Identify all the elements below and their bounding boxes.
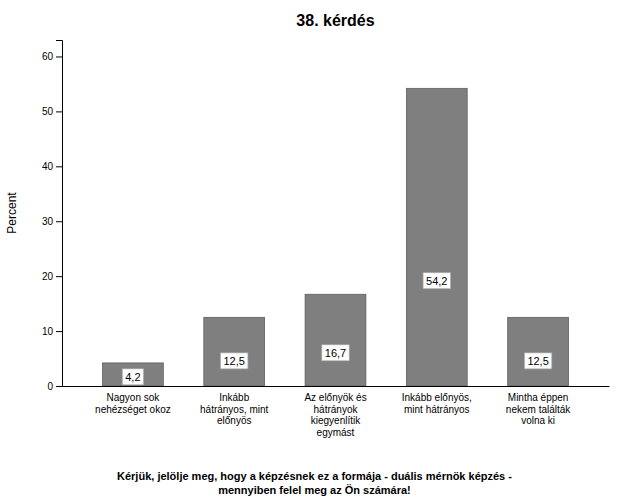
data-label: 4,2 [125,371,140,383]
y-tick-label: 20 [42,271,54,282]
data-label-group: 16,7 [322,345,349,361]
y-tick-label: 10 [42,326,54,337]
data-label-group: 4,2 [122,369,143,385]
data-label: 16,7 [325,347,346,359]
x-tick-label: Inkábbhátrányos, mintelőnyös [200,392,269,426]
y-tick-mark [56,56,62,57]
data-label-box [322,345,349,361]
y-tick: 10 [42,326,62,337]
data-label: 12,5 [527,355,548,367]
bars [103,88,569,386]
data-label-box [524,353,551,369]
y-tick: 60 [42,51,62,62]
y-tick-mark [56,221,62,222]
y-axis: 0 10 20 30 40 50 60 [42,41,63,392]
x-tick-label: Inkább előnyös,mint hátrányos [402,392,472,415]
bar [103,363,164,386]
data-label-group: 12,5 [220,353,247,369]
data-label: 54,2 [426,275,447,287]
bar [204,317,265,386]
y-tick-label: 50 [42,106,54,117]
y-tick: 40 [42,161,62,172]
y-tick-label: 30 [42,216,54,227]
bar [305,294,366,386]
y-tick-label: 0 [47,381,53,392]
x-tick: Inkább előnyös,mint hátrányos [402,392,472,415]
data-labels: 4,2 12,5 16,7 54,2 12,5 [122,273,552,385]
y-tick-label: 40 [42,161,54,172]
plot: 0 10 20 30 40 50 60 Nagyon soknehézséget okoz In… [42,41,610,438]
chart: 0 10 20 30 40 50 60 Nagyon soknehézséget okoz In… [0,0,629,504]
bar [508,317,569,386]
data-label-box [423,273,450,289]
x-tick-label: Mintha éppennekem találtákvolna ki [506,392,571,426]
y-tick-mark [56,111,62,112]
x-axis: Nagyon soknehézséget okoz Inkábbhátrányos… [63,387,610,438]
data-label-group: 54,2 [423,273,450,289]
y-tick-mark [56,276,62,277]
x-tick: Mintha éppennekem találtákvolna ki [506,392,571,426]
bar [406,88,467,386]
y-tick-mark [56,166,62,167]
y-tick: 0 [47,381,62,392]
x-tick-label: Az előnyök éshátrányokkiegyenlítikegymás… [304,392,366,438]
x-tick-label: Nagyon soknehézséget okoz [95,392,171,415]
y-tick-mark [56,386,62,387]
data-label-group: 12,5 [524,353,551,369]
y-tick: 20 [42,271,62,282]
y-axis-line [56,41,63,387]
x-tick: Inkábbhátrányos, mintelőnyös [200,392,269,426]
x-axis-line [63,386,610,387]
footer: Kérjük, jelölje meg, hogy a képzésnek ez… [117,470,512,496]
y-axis-title: Percent [5,192,19,234]
y-tick: 50 [42,106,62,117]
y-tick-mark [56,331,62,332]
y-tick: 30 [42,216,62,227]
y-tick-label: 60 [42,51,54,62]
title: 38. kérdés [296,12,374,29]
x-tick: Az előnyök éshátrányokkiegyenlítikegymás… [304,392,366,438]
x-tick: Nagyon soknehézséget okoz [95,392,171,415]
data-label-box [122,369,143,385]
data-label-box [220,353,247,369]
data-label: 12,5 [223,355,244,367]
